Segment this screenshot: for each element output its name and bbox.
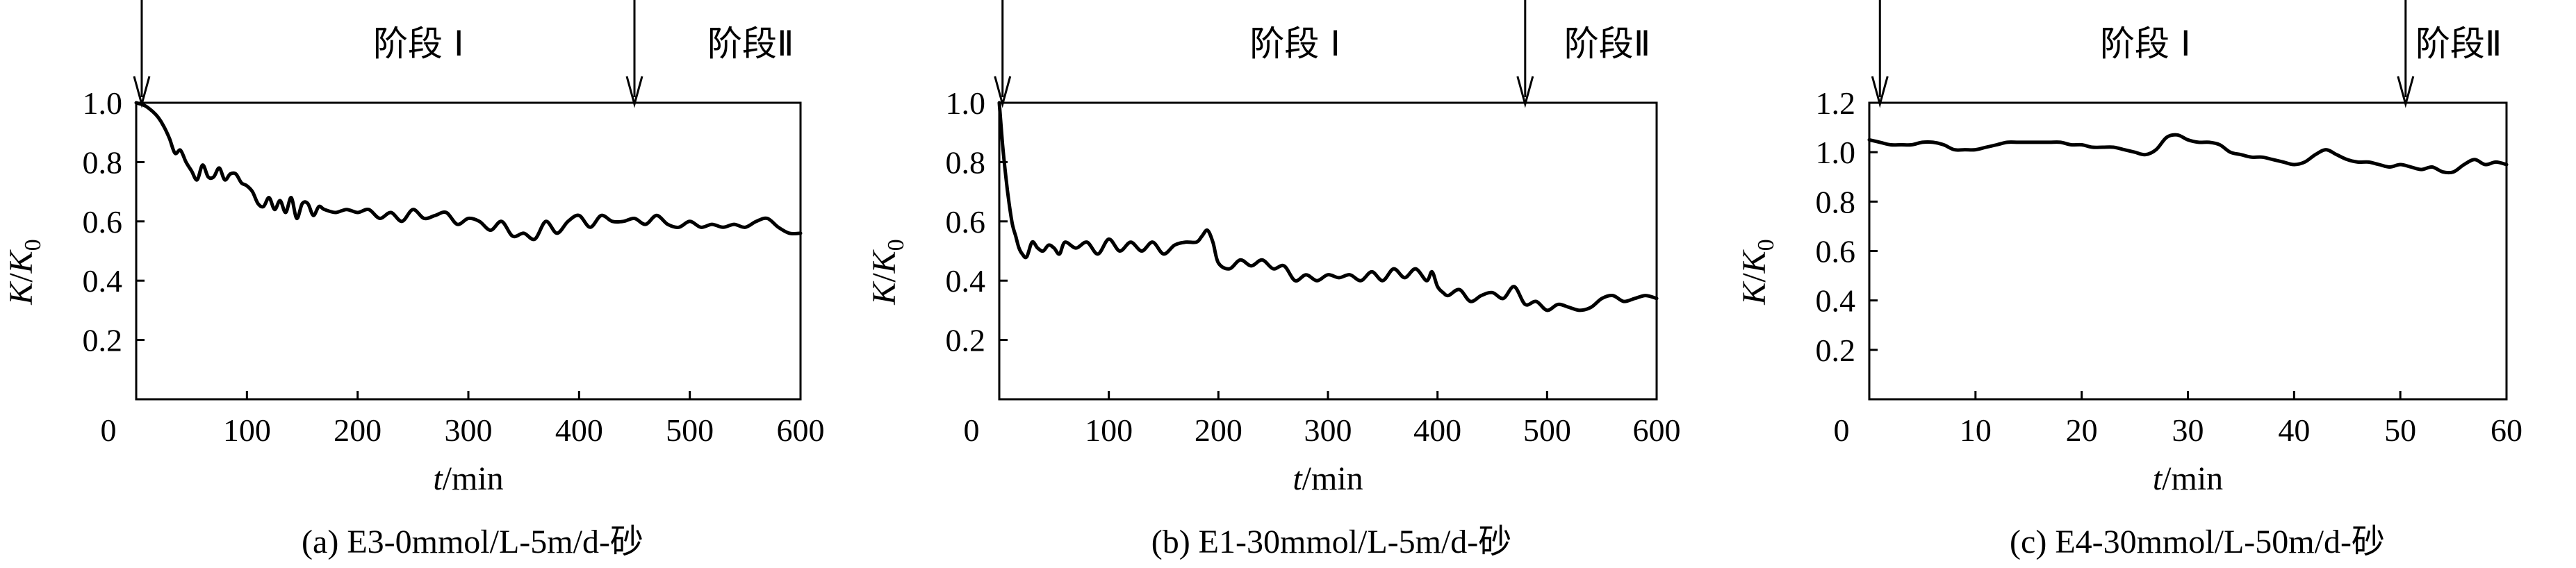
stage-label: 阶段Ⅱ	[2415, 24, 2502, 64]
origin-label: 0	[101, 412, 117, 448]
x-axis-label: t/min	[2153, 460, 2223, 497]
y-tick-label: 1.0	[83, 85, 123, 121]
y-axis-label: K/K0	[1736, 239, 1779, 305]
y-axis-label: K/K0	[3, 239, 46, 305]
panel-a-caption: (a) E3-0mmol/L-5m/d-砂	[302, 524, 643, 560]
stage-label: 阶段 Ⅰ	[1249, 24, 1340, 64]
stage-arrow-head	[2397, 76, 2415, 108]
chart-a: 100 200 300 400 500 600 0 0.2 0.4 0.6 0.8 1.0 t/min K…	[3, 0, 825, 497]
x-tick-label: 20	[2066, 412, 2098, 448]
panel-a: 100 200 300 400 500 600 0 0.2 0.4 0.6 0.8 1.0 t/min K…	[0, 0, 859, 568]
panel-c: 10 20 30 40 50 60 0 0.2 0.4 0.6 0.8 1.0 1.2 t/min K/K0…	[1718, 0, 2576, 568]
y-tick-label: 1.2	[1816, 85, 1856, 121]
stage-label: 阶段 Ⅰ	[373, 24, 464, 64]
y-tick-label: 0.8	[83, 144, 123, 180]
x-axis-label: t/min	[433, 460, 503, 497]
panel-b-caption: (b) E1-30mmol/L-5m/d-砂	[1151, 524, 1512, 560]
y-tick-label: 0.8	[946, 144, 986, 180]
stage-label: 阶段 Ⅰ	[2100, 24, 2191, 64]
panel-c-caption: (c) E4-30mmol/L-50m/d-砂	[2010, 524, 2385, 560]
y-tick-label: 0.6	[1816, 234, 1856, 269]
stage-arrow-head	[1516, 76, 1534, 108]
plot-frame	[998, 101, 1658, 401]
x-tick-label: 500	[666, 412, 714, 448]
y-tick-label: 0.4	[1816, 283, 1856, 319]
stage-label: 阶段Ⅱ	[707, 24, 794, 64]
x-tick-label: 200	[1195, 412, 1242, 448]
x-tick-label: 200	[334, 412, 382, 448]
x-tick-label: 300	[1304, 412, 1352, 448]
chart-b: 100 200 300 400 500 600 0 0.2 0.4 0.6 0.8 1.0 t/min K…	[866, 0, 1681, 497]
x-tick-label: 600	[1633, 412, 1681, 448]
y-tick-label: 1.0	[1816, 135, 1856, 170]
plot-frame	[1868, 101, 2508, 401]
x-axis-label: t/min	[1293, 460, 1363, 497]
y-tick-label: 0.6	[83, 204, 123, 240]
x-tick-label: 30	[2172, 412, 2204, 448]
y-tick-label: 1.0	[946, 85, 986, 121]
x-tick-label: 400	[1413, 412, 1461, 448]
x-tick-label: 40	[2278, 412, 2310, 448]
x-tick-label: 10	[1960, 412, 1992, 448]
panel-b: 100 200 300 400 500 600 0 0.2 0.4 0.6 0.8 1.0 t/min K…	[859, 0, 1718, 568]
x-tick-label: 60	[2491, 412, 2522, 448]
chart-c: 10 20 30 40 50 60 0 0.2 0.4 0.6 0.8 1.0 1.2 t/min K/K0…	[1736, 0, 2522, 497]
y-tick-label: 0.2	[83, 323, 123, 358]
series-line	[134, 101, 803, 242]
y-axis-label: K/K0	[866, 239, 909, 305]
x-tick-label: 50	[2384, 412, 2416, 448]
stage-arrow-head	[625, 76, 643, 108]
stage-arrow-head	[1871, 76, 1889, 108]
x-tick-label: 100	[223, 412, 271, 448]
x-tick-label: 600	[777, 412, 825, 448]
y-tick-label: 0.6	[946, 204, 986, 240]
y-tick-label: 0.4	[83, 263, 123, 299]
x-tick-label: 300	[445, 412, 493, 448]
origin-label: 0	[964, 412, 980, 448]
y-tick-label: 0.2	[946, 323, 986, 358]
origin-label: 0	[1834, 412, 1850, 448]
y-tick-label: 0.8	[1816, 184, 1856, 219]
x-tick-label: 500	[1523, 412, 1571, 448]
series-line	[1867, 133, 2509, 175]
y-tick-label: 0.2	[1816, 333, 1856, 368]
stage-label: 阶段Ⅱ	[1564, 24, 1651, 64]
stage-arrow-head	[994, 76, 1012, 108]
x-tick-label: 100	[1085, 412, 1133, 448]
plot-frame	[135, 101, 802, 401]
y-tick-label: 0.4	[946, 263, 986, 299]
series-line	[997, 101, 1659, 312]
x-tick-label: 400	[555, 412, 603, 448]
